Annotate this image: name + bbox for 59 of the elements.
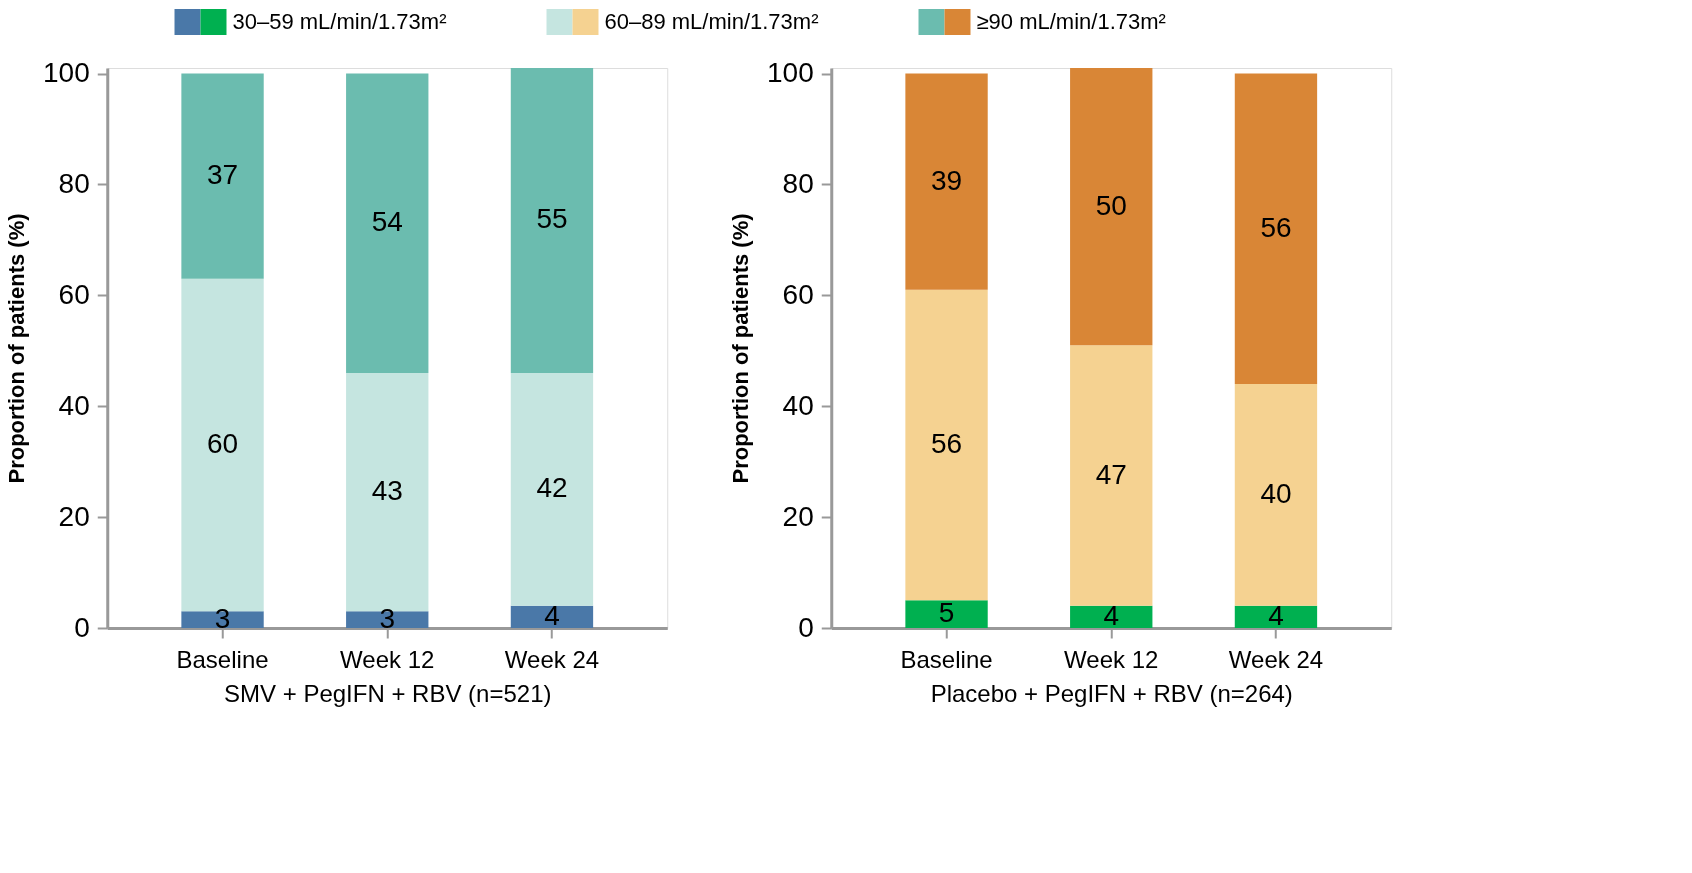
bar	[905, 289, 988, 601]
y-axis-title: Proportion of patients (%)	[728, 213, 754, 484]
y-tick-label: 20	[782, 500, 814, 532]
y-tick-label: 60	[782, 278, 814, 310]
bar	[510, 605, 594, 628]
bar	[1234, 384, 1318, 606]
x-tick-label: Baseline	[176, 645, 269, 673]
bar	[1070, 68, 1153, 346]
y-tick-label: 40	[58, 389, 90, 421]
data-label: 40	[1260, 477, 1292, 509]
data-label: 50	[1095, 189, 1127, 221]
bar	[510, 372, 594, 606]
y-axis-title: Proportion of patients (%)	[4, 213, 30, 484]
y-tick-label: 40	[782, 389, 814, 421]
data-label: 39	[930, 164, 963, 196]
data-label: 3	[379, 602, 396, 634]
data-label: 3	[214, 602, 231, 634]
data-label: 54	[371, 206, 403, 238]
x-axis-title: Placebo + PegIFN + RBV (n=264)	[930, 679, 1293, 707]
x-tick-label: Week 24	[1228, 645, 1324, 673]
legend-label: ≥90 mL/min/1.73m²	[976, 9, 1166, 34]
data-label: 4	[544, 599, 560, 631]
bar	[1070, 345, 1153, 606]
x-axis-title: SMV + PegIFN + RBV (n=521)	[224, 679, 552, 707]
legend-label: 30–59 mL/min/1.73m²	[232, 9, 447, 34]
bar	[1234, 73, 1318, 385]
bar	[510, 68, 594, 373]
bar	[905, 73, 988, 290]
data-label: 56	[930, 428, 963, 460]
data-label: 60	[206, 428, 239, 460]
data-label: 5	[938, 597, 955, 629]
bar	[346, 611, 429, 628]
y-tick-label: 0	[798, 611, 814, 643]
data-label: 47	[1095, 458, 1127, 490]
data-label: 42	[536, 472, 568, 504]
y-tick-label: 80	[58, 167, 90, 199]
legend-label: 60–89 mL/min/1.73m²	[604, 9, 819, 34]
y-tick-label: 0	[74, 611, 90, 643]
x-tick-label: Week 24	[504, 645, 600, 673]
bar	[181, 611, 264, 628]
data-label: 56	[1260, 211, 1292, 243]
bar	[346, 73, 429, 373]
data-label: 4	[1103, 599, 1120, 631]
bar	[181, 73, 264, 279]
x-tick-label: Baseline	[900, 645, 993, 673]
data-label: 4	[1268, 599, 1284, 631]
bar	[1070, 605, 1153, 628]
y-tick-label: 20	[58, 500, 90, 532]
y-tick-label: 100	[767, 57, 814, 89]
y-tick-label: 100	[43, 57, 90, 89]
data-label: 43	[371, 475, 403, 507]
y-tick-label: 60	[58, 278, 90, 310]
y-tick-label: 80	[782, 167, 814, 199]
data-label: 37	[206, 159, 239, 191]
x-tick-label: Week 12	[340, 645, 435, 673]
data-label: 55	[536, 203, 568, 235]
bar	[1234, 605, 1318, 628]
x-tick-label: Week 12	[1064, 645, 1159, 673]
bar	[905, 600, 988, 628]
